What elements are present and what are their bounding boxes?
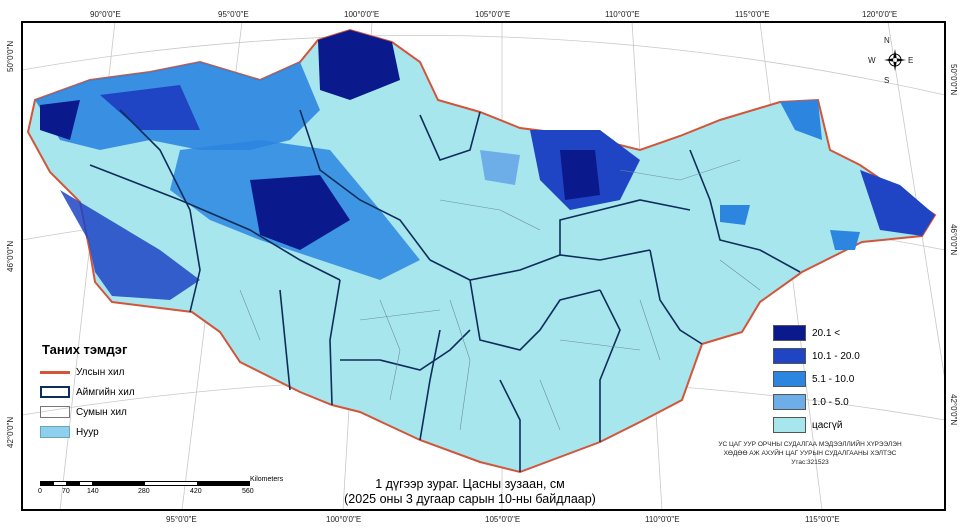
red-line-swatch <box>40 371 70 374</box>
class-swatch <box>773 417 806 433</box>
institute-name: УС ЦАГ УУР ОРЧНЫ СУДАЛГАА МЭДЭЭЛЛИЙН ХҮР… <box>718 441 902 448</box>
legend-label: Нуур <box>76 426 99 438</box>
class-swatch <box>773 371 806 387</box>
legend-item-aimag: Аймгийн хил <box>40 386 135 398</box>
lat-label: 46°0'0"N <box>949 224 958 256</box>
lon-label: 115°0'0"E <box>735 10 770 19</box>
lat-label: 46°0'0"N <box>6 240 15 272</box>
caption-line: 1 дүгээр зураг. Цасны зузаан, см <box>375 477 565 491</box>
snow-class-item: 10.1 - 20.0 <box>773 348 860 364</box>
scale-label: 420 <box>190 488 202 495</box>
class-swatch <box>773 348 806 364</box>
lat-label: 50°0'0"N <box>6 40 15 72</box>
class-swatch <box>773 394 806 410</box>
legend-title: Таних тэмдэг <box>42 342 128 357</box>
department-name: ХӨДӨӨ АЖ АХУЙН ЦАГ УУРЫН СУДАЛГААНЫ ХЭЛТ… <box>723 450 897 457</box>
class-label: цасгүй <box>812 419 843 431</box>
scale-label: 560 <box>242 488 254 495</box>
lon-label: 100°0'0"E <box>344 10 380 19</box>
snow-class-item: 20.1 < <box>773 325 840 341</box>
class-swatch <box>773 325 806 341</box>
lon-label: 105°0'0"E <box>475 10 511 19</box>
aimag-borders <box>89 109 801 472</box>
legend-item-sum: Сумын хил <box>40 406 127 418</box>
legend-label: Аймгийн хил <box>76 386 135 398</box>
legend-label: Сумын хил <box>76 406 127 418</box>
sum-swatch <box>40 406 70 418</box>
snow-class-item: 5.1 - 10.0 <box>773 371 854 387</box>
lon-label: 100°0'0"E <box>326 515 362 524</box>
lat-label: 50°0'0"N <box>949 64 958 96</box>
south-label: S <box>884 76 890 85</box>
lon-label: 110°0'0"E <box>605 10 640 19</box>
class-label: 5.1 - 10.0 <box>812 373 855 385</box>
lat-label: 42°0'0"N <box>949 394 958 426</box>
class-label: 10.1 - 20.0 <box>812 350 860 362</box>
lon-label: 115°0'0"E <box>805 515 840 524</box>
institute-credit: УС ЦАГ УУР ОРЧНЫ СУДАЛГАА МЭДЭЭЛЛИЙН ХҮР… <box>680 440 940 467</box>
lon-label: 120°0'0"E <box>862 10 898 19</box>
lon-label: 90°0'0"E <box>90 10 121 19</box>
scale-label: 0 <box>38 488 42 495</box>
sum-borders <box>239 159 761 431</box>
scale-label: 280 <box>138 488 150 495</box>
scale-unit: Kilometers <box>250 476 284 483</box>
north-label: N <box>884 36 890 45</box>
class-label: 1.0 - 5.0 <box>812 396 849 408</box>
scale-bar <box>40 481 250 486</box>
snow-class-item: цасгүй <box>773 417 843 433</box>
lon-label: 110°0'0"E <box>645 515 680 524</box>
lon-label: 105°0'0"E <box>485 515 521 524</box>
map-frame <box>21 21 946 511</box>
map-caption: 1 дүгээр зураг. Цасны зузаан, см (2025 о… <box>320 477 620 507</box>
legend-label: Улсын хил <box>76 367 125 378</box>
west-label: W <box>868 56 876 65</box>
lat-label: 42°0'0"N <box>6 416 15 448</box>
class-label: 20.1 < <box>812 327 841 339</box>
scale-label: 140 <box>87 488 99 495</box>
lake-swatch <box>40 426 70 438</box>
east-label: E <box>908 56 914 65</box>
north-arrow-icon <box>884 49 906 71</box>
lon-label: 95°0'0"E <box>166 515 197 524</box>
legend-item-lake: Нуур <box>40 426 99 438</box>
lon-label: 95°0'0"E <box>218 10 249 19</box>
snow-class-item: 1.0 - 5.0 <box>773 394 849 410</box>
aimag-swatch <box>40 386 70 398</box>
snow-patches <box>35 30 935 300</box>
legend-item-border: Улсын хил <box>40 367 124 378</box>
caption-line: (2025 оны 3 дугаар сарын 10-ны байдлаар) <box>344 492 596 506</box>
phone: Утас:321523 <box>791 459 829 466</box>
scale-label: 70 <box>62 488 70 495</box>
